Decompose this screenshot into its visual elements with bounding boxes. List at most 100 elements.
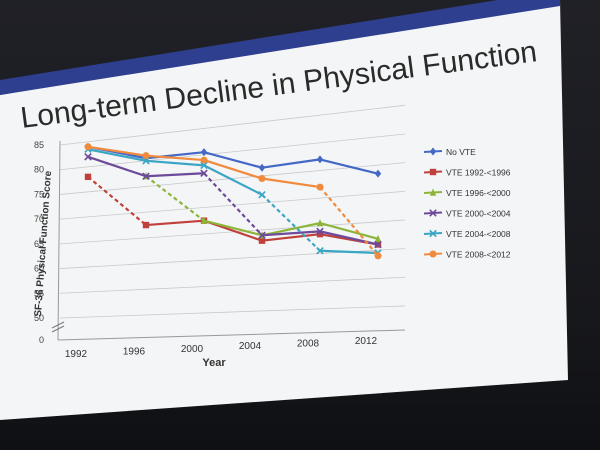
legend-item: VTE 1992-<1996	[423, 168, 511, 178]
data-point	[200, 161, 208, 170]
x-axis-label: Year	[202, 357, 226, 369]
data-point	[316, 227, 324, 236]
series-segment	[145, 175, 205, 222]
data-point	[429, 209, 437, 217]
series-segment	[261, 233, 321, 242]
y-tick-label: 0	[39, 335, 44, 345]
series-segment	[145, 159, 205, 167]
x-tick-label: 2008	[297, 339, 320, 350]
y-tick-label: 55	[34, 288, 44, 298]
series-segment	[319, 158, 379, 175]
data-point	[374, 169, 382, 178]
data-point	[429, 188, 437, 196]
data-point	[258, 237, 266, 244]
legend-label: VTE 1992-<1996	[446, 168, 511, 178]
x-tick-label: 2012	[355, 336, 378, 347]
legend-item: VTE 2008-<2012	[423, 250, 511, 260]
series-lines	[84, 142, 382, 260]
data-point	[258, 231, 266, 240]
series-segment	[261, 177, 321, 189]
legend-item: VTE 2000-<2004	[423, 209, 511, 219]
data-point	[258, 190, 266, 199]
series-vte-2008-2012	[84, 143, 382, 260]
data-point	[258, 163, 266, 172]
data-point	[200, 156, 208, 164]
data-point-stroke	[258, 231, 266, 240]
series-segment	[203, 219, 263, 237]
y-tick-label: 85	[34, 140, 44, 150]
series-segment	[319, 186, 379, 257]
data-point	[374, 234, 382, 243]
data-point-stroke	[429, 209, 437, 217]
legend-label: No VTE	[446, 147, 476, 157]
series-segment	[319, 249, 379, 255]
x-tick-label: 2004	[239, 341, 262, 352]
gridline	[59, 162, 406, 195]
data-point-stroke	[258, 190, 266, 199]
data-point-stroke	[316, 246, 324, 255]
series-segment	[87, 148, 147, 162]
data-point	[142, 172, 150, 180]
x-tick-label: 1992	[65, 349, 88, 360]
series-segment	[203, 151, 263, 169]
data-point	[429, 168, 437, 176]
series-segment	[319, 222, 379, 240]
legend-label: VTE 2004-<2008	[446, 229, 511, 239]
axis-break-mark	[51, 321, 65, 329]
series-segment	[261, 221, 321, 237]
data-point	[429, 250, 437, 258]
data-point	[142, 152, 150, 160]
data-point-stroke	[84, 153, 92, 161]
data-point	[142, 157, 150, 165]
series-segment	[145, 219, 205, 227]
y-tick-label: 70	[34, 214, 44, 224]
data-point-stroke	[200, 169, 208, 178]
series-segment	[145, 154, 205, 162]
axes: 0 50 55 60 65 70 75 80 85 1992 1996 2000 2004 2008 201…	[34, 140, 406, 360]
x-tick-label: 1996	[123, 346, 146, 357]
data-point	[200, 216, 208, 224]
data-point	[142, 221, 150, 229]
gridline	[59, 276, 406, 294]
data-point	[316, 155, 324, 164]
series-vte-2000-2004	[84, 153, 382, 249]
gridline	[59, 104, 406, 146]
y-tick-label: 65	[34, 239, 44, 249]
legend-item: VTE 2004-<2008	[423, 229, 511, 239]
series-segment	[145, 172, 205, 178]
data-point	[84, 153, 92, 161]
data-point	[316, 230, 324, 238]
data-point-stroke	[316, 227, 324, 236]
y-tick-label: 60	[34, 264, 44, 274]
slide-top-band	[0, 0, 560, 95]
legend-label: VTE 1996-<2000	[446, 188, 511, 198]
data-point	[200, 148, 208, 157]
series-segment	[319, 230, 379, 246]
data-point	[374, 240, 382, 249]
data-point-stroke	[200, 161, 208, 170]
series-segment	[87, 175, 147, 226]
data-point	[84, 173, 92, 181]
series-segment	[87, 145, 147, 157]
data-point-stroke	[429, 229, 437, 238]
legend-item: VTE 1996-<2000	[423, 188, 511, 198]
x-axis-line	[57, 329, 406, 341]
series-segment	[203, 159, 263, 180]
series-segment	[203, 172, 263, 237]
data-point-stroke	[374, 240, 382, 249]
data-point	[258, 175, 266, 183]
y-tick-label: 75	[34, 189, 44, 199]
x-tick-label: 2000	[181, 344, 204, 355]
data-point	[429, 147, 437, 156]
gridline	[59, 219, 406, 245]
series-segment	[261, 158, 321, 169]
legend-label: VTE 2000-<2004	[446, 209, 511, 219]
gridline	[59, 133, 406, 171]
series-segment	[261, 230, 321, 237]
series-segment	[87, 155, 147, 178]
y-tick-label: 50	[34, 313, 44, 323]
y-tick-label: 80	[34, 165, 44, 175]
data-point	[200, 169, 208, 178]
